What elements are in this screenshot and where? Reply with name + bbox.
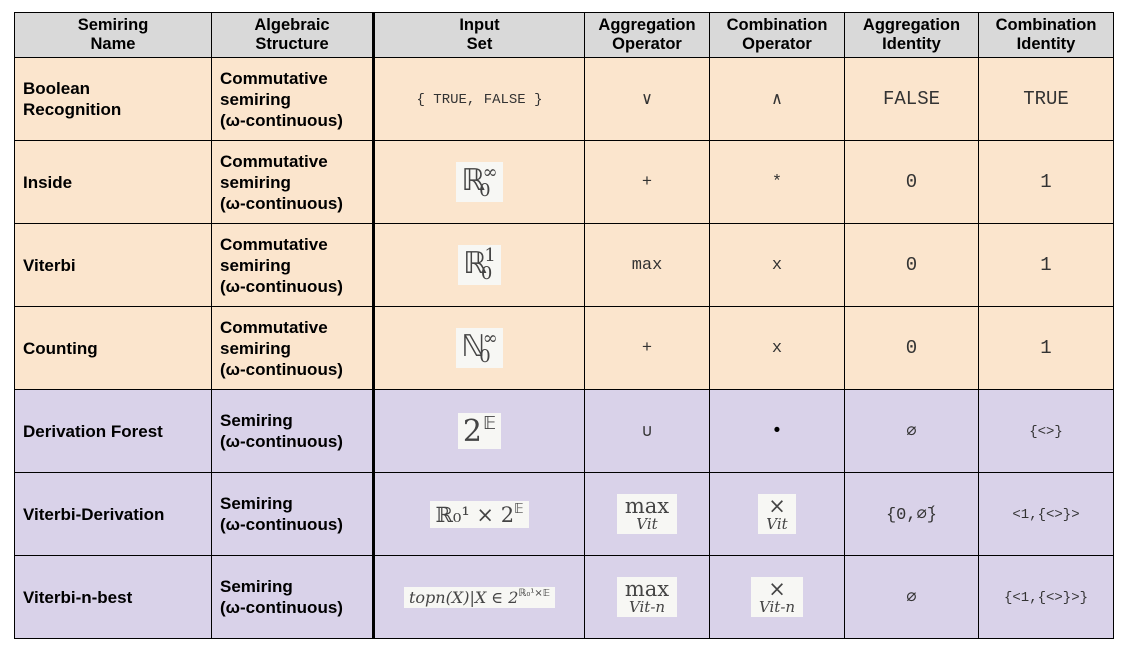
- semiring-table: Semiring Name Algebraic Structure Input …: [14, 12, 1114, 639]
- table-row: Inside Commutative semiring (ω-continuou…: [14, 140, 1114, 224]
- semiring-name: Derivation Forest: [14, 389, 212, 473]
- input-set-formula: ℝ₀¹ × 2𝔼: [430, 500, 529, 528]
- aggregation-identity: ∅: [844, 389, 979, 473]
- aggregation-operator: ∨: [584, 57, 710, 141]
- combination-identity: <1,{<>}>: [978, 472, 1114, 556]
- table-row: Boolean Recognition Commutative semiring…: [14, 57, 1114, 141]
- aggregation-operator: max Vit: [584, 472, 710, 556]
- combination-operator: x: [709, 306, 845, 390]
- table-row: Derivation Forest Semiring (ω-continuous…: [14, 389, 1114, 473]
- input-set-formula: ℕ0∞: [456, 328, 503, 368]
- aggregation-operator: ∪: [584, 389, 710, 473]
- combination-identity: 1: [978, 140, 1114, 224]
- combination-operator-formula: × Vit: [758, 494, 796, 534]
- algebraic-structure: Commutative semiring (ω-continuous): [211, 140, 375, 224]
- aggregation-identity: 0: [844, 140, 979, 224]
- input-set: ℕ0∞: [373, 306, 585, 390]
- semiring-name: Boolean Recognition: [14, 57, 212, 141]
- header-input-set: Input Set: [373, 12, 585, 58]
- aggregation-operator: max Vit-n: [584, 555, 710, 639]
- header-aggregation-identity: Aggregation Identity: [844, 12, 979, 58]
- aggregation-identity: 0: [844, 223, 979, 307]
- aggregation-identity: 0: [844, 306, 979, 390]
- aggregation-identity: ∅: [844, 555, 979, 639]
- combination-operator: × Vit-n: [709, 555, 845, 639]
- algebraic-structure: Semiring (ω-continuous): [211, 472, 375, 556]
- algebraic-structure: Semiring (ω-continuous): [211, 389, 375, 473]
- table-row: Counting Commutative semiring (ω-continu…: [14, 306, 1114, 390]
- aggregation-operator: max: [584, 223, 710, 307]
- algebraic-structure: Commutative semiring (ω-continuous): [211, 306, 375, 390]
- header-semiring-name: Semiring Name: [14, 12, 212, 58]
- semiring-name: Viterbi-n-best: [14, 555, 212, 639]
- input-set-formula: ℝ0∞: [456, 162, 503, 202]
- combination-identity: 1: [978, 306, 1114, 390]
- input-set: { TRUE, FALSE }: [373, 57, 585, 141]
- table-row: Viterbi Commutative semiring (ω-continuo…: [14, 223, 1114, 307]
- semiring-name: Viterbi-Derivation: [14, 472, 212, 556]
- algebraic-structure: Semiring (ω-continuous): [211, 555, 375, 639]
- header-combination-identity: Combination Identity: [978, 12, 1114, 58]
- table-row: Viterbi-Derivation Semiring (ω-continuou…: [14, 472, 1114, 556]
- combination-operator: *: [709, 140, 845, 224]
- table-row: Viterbi-n-best Semiring (ω-continuous) t…: [14, 555, 1114, 639]
- input-set: topn(X)|X ∈ 2ℝ₀¹×𝔼: [373, 555, 585, 639]
- input-set: 2𝔼: [373, 389, 585, 473]
- algebraic-structure: Commutative semiring (ω-continuous): [211, 223, 375, 307]
- combination-identity: {<1,{<>}>}: [978, 555, 1114, 639]
- semiring-name: Inside: [14, 140, 212, 224]
- aggregation-identity: FALSE: [844, 57, 979, 141]
- combination-identity: TRUE: [978, 57, 1114, 141]
- combination-identity: 1: [978, 223, 1114, 307]
- combination-operator: ∧: [709, 57, 845, 141]
- header-row: Semiring Name Algebraic Structure Input …: [14, 12, 1114, 58]
- input-set: ℝ01: [373, 223, 585, 307]
- combination-operator: •: [709, 389, 845, 473]
- input-set-formula: topn(X)|X ∈ 2ℝ₀¹×𝔼: [403, 586, 556, 608]
- input-set: ℝ0∞: [373, 140, 585, 224]
- semiring-name: Counting: [14, 306, 212, 390]
- header-aggregation-operator: Aggregation Operator: [584, 12, 710, 58]
- aggregation-operator: +: [584, 140, 710, 224]
- semiring-name: Viterbi: [14, 223, 212, 307]
- input-set-formula: ℝ01: [458, 245, 501, 285]
- combination-operator: x: [709, 223, 845, 307]
- input-set-formula: 2𝔼: [457, 413, 502, 449]
- aggregation-operator: +: [584, 306, 710, 390]
- combination-identity: {<>}: [978, 389, 1114, 473]
- header-algebraic-structure: Algebraic Structure: [211, 12, 375, 58]
- combination-operator-formula: × Vit-n: [750, 577, 804, 617]
- aggregation-operator-formula: max Vit: [616, 494, 678, 534]
- algebraic-structure: Commutative semiring (ω-continuous): [211, 57, 375, 141]
- aggregation-operator-formula: max Vit-n: [616, 577, 678, 617]
- input-set: ℝ₀¹ × 2𝔼: [373, 472, 585, 556]
- combination-operator: × Vit: [709, 472, 845, 556]
- aggregation-identity: {0,∅́}: [844, 472, 979, 556]
- header-combination-operator: Combination Operator: [709, 12, 845, 58]
